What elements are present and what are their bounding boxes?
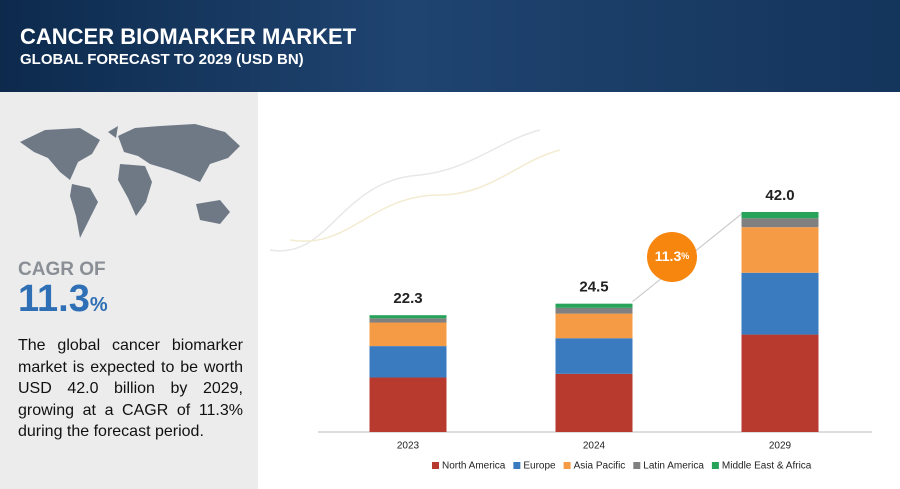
- legend-label: North America: [442, 461, 506, 472]
- legend-swatch: [633, 462, 641, 469]
- sidebar: CAGR OF 11.3% The global cancer biomarke…: [0, 92, 258, 489]
- bar-segment: [555, 373, 633, 432]
- cagr-bubble-unit: %: [681, 251, 689, 261]
- bar-segment: [369, 318, 447, 323]
- legend-swatch: [711, 462, 719, 469]
- total-label: 22.3: [393, 290, 422, 307]
- bar-segment: [741, 272, 819, 335]
- cagr-value: 11.3%: [18, 278, 108, 321]
- total-label: 24.5: [579, 279, 608, 296]
- legend-swatch: [513, 462, 521, 469]
- x-tick-label: 2023: [397, 441, 420, 452]
- bar-segment: [741, 227, 819, 273]
- bar-segment: [555, 303, 633, 308]
- bar-segment: [741, 334, 819, 432]
- bar-segment: [555, 313, 633, 339]
- x-tick-label: 2024: [583, 441, 606, 452]
- bar-segment: [741, 218, 819, 228]
- legend-label: Europe: [523, 461, 556, 472]
- x-tick-label: 2029: [769, 441, 792, 452]
- cagr-unit: %: [89, 294, 108, 316]
- cagr-bubble: [647, 232, 697, 282]
- world-map: [20, 124, 240, 238]
- decor-curve: [269, 129, 541, 252]
- bar-segment: [369, 315, 447, 319]
- title: CANCER BIOMARKER MARKET: [20, 24, 357, 49]
- cagr-bubble-label: 11.3%: [655, 248, 690, 264]
- total-label: 42.0: [765, 187, 794, 204]
- legend-label: Asia Pacific: [574, 461, 626, 472]
- bar-segment: [741, 212, 819, 219]
- bar-segment: [369, 322, 447, 347]
- legend-swatch: [563, 462, 571, 469]
- cagr-label: CAGR OF: [18, 259, 106, 280]
- header: CANCER BIOMARKER MARKET GLOBAL FORECAST …: [0, 0, 900, 92]
- legend-label: Middle East & Africa: [722, 461, 812, 472]
- bar-segment: [555, 338, 633, 374]
- decor-curve: [289, 149, 561, 242]
- legend-swatch: [432, 462, 439, 469]
- cagr-bubble-number: 11.3: [655, 248, 682, 264]
- cagr-number: 11.3: [18, 278, 90, 320]
- bar-segment: [555, 307, 633, 314]
- legend-label: Latin America: [643, 461, 704, 472]
- bar-segment: [369, 346, 447, 378]
- bar-segment: [369, 377, 447, 432]
- description: The global cancer biomarker market is ex…: [18, 337, 243, 440]
- subtitle: GLOBAL FORECAST TO 2029 (USD BN): [20, 51, 304, 68]
